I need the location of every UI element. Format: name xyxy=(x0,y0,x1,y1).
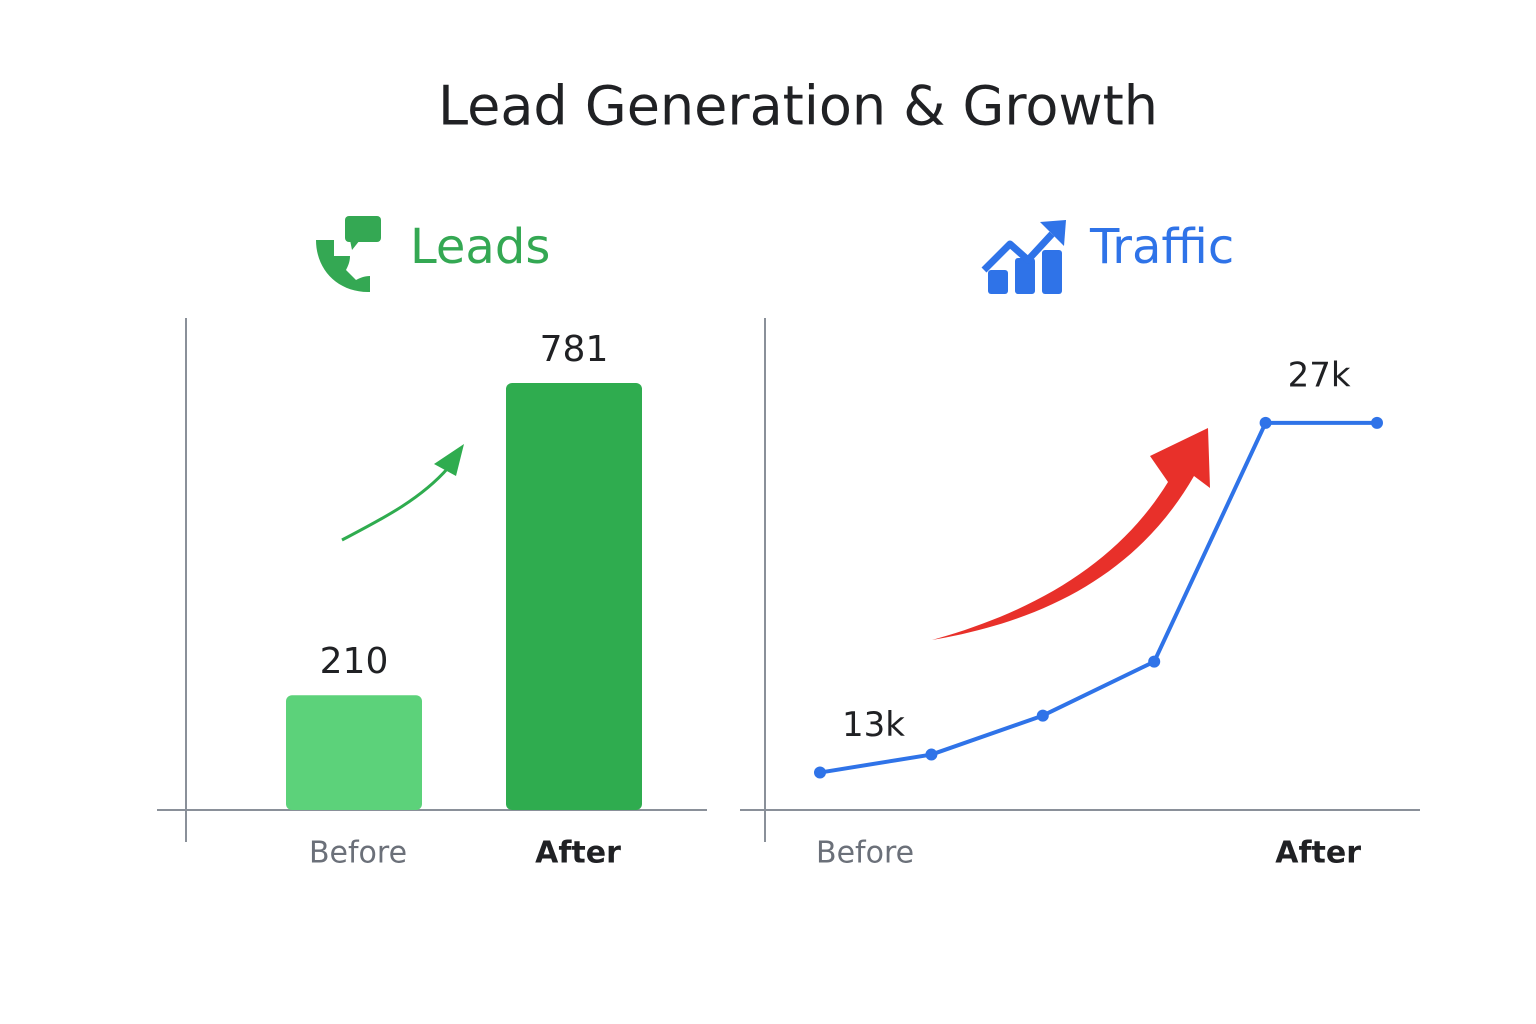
point xyxy=(1148,655,1161,668)
bar xyxy=(286,695,422,810)
chart-title: Traffic xyxy=(1089,219,1234,275)
growth-arrow-head xyxy=(434,444,464,476)
traffic-icon xyxy=(981,220,1066,294)
bar xyxy=(506,383,642,810)
x-tick-label: Before xyxy=(816,836,914,871)
point xyxy=(814,766,826,779)
x-tick-label: After xyxy=(1275,836,1361,871)
leads-icon xyxy=(316,216,381,292)
point xyxy=(925,748,938,761)
x-tick-label: Before xyxy=(309,836,407,871)
line xyxy=(819,420,1377,775)
value-label: 27k xyxy=(1288,355,1351,395)
growth-arrow xyxy=(341,467,450,542)
x-tick-label: After xyxy=(535,836,621,871)
point xyxy=(1259,416,1272,429)
point xyxy=(1371,416,1383,429)
chart-title: Leads xyxy=(410,219,550,275)
page-title: Lead Generation & Growth xyxy=(438,75,1158,138)
growth-arrow xyxy=(932,428,1210,640)
value-label: 781 xyxy=(540,329,609,370)
point xyxy=(1036,709,1049,722)
value-label: 13k xyxy=(842,705,905,745)
value-label: 210 xyxy=(320,641,389,682)
